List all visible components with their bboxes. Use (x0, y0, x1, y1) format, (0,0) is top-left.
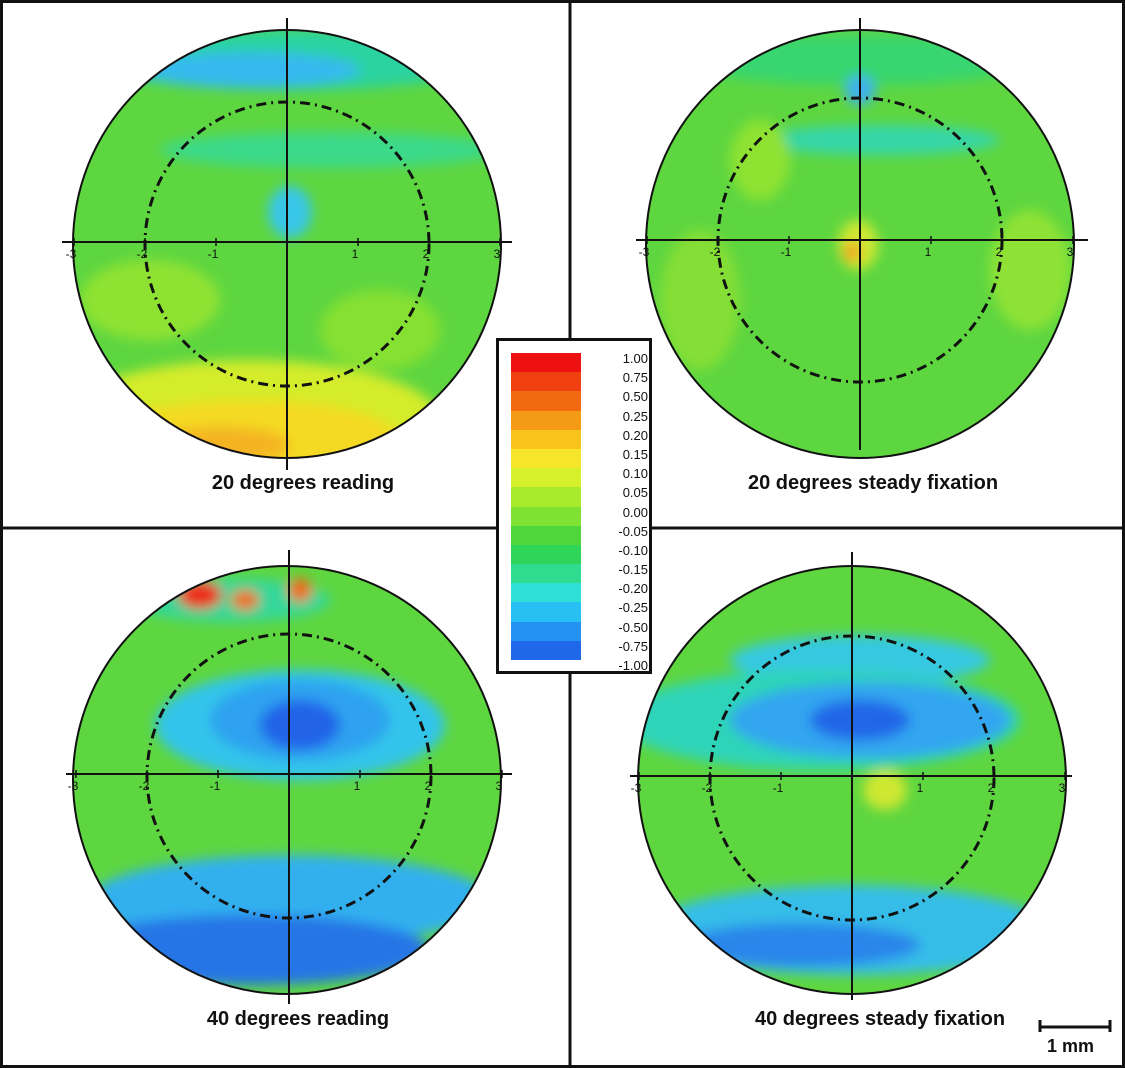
legend-label: -0.25 (618, 600, 648, 616)
legend-label: 0.15 (622, 446, 648, 462)
tick-labels-panel-3: -3 -2 -1 1 2 3 (68, 770, 503, 793)
legend-label: 0.75 (622, 370, 648, 386)
axis-tick-label: -1 (781, 245, 792, 259)
legend-swatch (511, 640, 581, 660)
panel-title-20-reading: 20 degrees reading (211, 472, 395, 494)
color-legend: 1.00 0.75 0.50 0.25 0.20 0.15 0.10 0.05 0.00 -0.0… (496, 338, 652, 674)
axis-tick-label: 2 (996, 245, 1003, 259)
axis-tick-label: 2 (988, 781, 995, 795)
legend-swatch (511, 544, 581, 565)
axis-tick-label: -2 (710, 245, 721, 259)
panel-title-40-steady-fixation: 40 degrees steady fixation (754, 1008, 1006, 1030)
axis-tick-label: -2 (139, 779, 150, 793)
axis-tick-label: -2 (137, 247, 148, 261)
axis-tick-label: -3 (631, 781, 642, 795)
axis-tick-label: 2 (425, 779, 432, 793)
legend-swatch (511, 429, 581, 449)
legend-label: 0.00 (622, 504, 648, 520)
legend-swatch (511, 564, 581, 584)
axis-tick-label: -1 (210, 779, 221, 793)
tick-labels-panel-2: -3 -2 -1 1 2 3 (639, 236, 1074, 259)
axis-tick-label: 1 (354, 779, 361, 793)
legend-label: 0.25 (622, 408, 648, 424)
legend-swatch (511, 410, 581, 430)
panel-title-20-steady-fixation: 20 degrees steady fixation (747, 472, 999, 494)
legend-swatch (511, 448, 581, 469)
axis-tick-label: 3 (1067, 245, 1074, 259)
legend-label: 1.00 (622, 351, 648, 366)
legend-label: -0.75 (618, 638, 648, 654)
axis-tick-label: 3 (1059, 781, 1066, 795)
legend-label: -0.20 (618, 581, 648, 597)
legend-label: -1.00 (618, 658, 648, 673)
axis-tick-label: 1 (917, 781, 924, 795)
legend-swatches (511, 353, 581, 660)
legend-swatch (511, 621, 581, 641)
tick-labels-panel-4: -3 -2 -1 1 2 3 (631, 772, 1066, 795)
axis-tick-label: -2 (702, 781, 713, 795)
legend-swatch (511, 525, 581, 545)
scale-bar (1038, 1020, 1112, 1032)
legend-label: -0.05 (618, 523, 648, 539)
axis-tick-label: 1 (352, 247, 359, 261)
map-40-reading (66, 550, 512, 1004)
axis-tick-label: 3 (496, 779, 503, 793)
axis-tick-label: -3 (639, 245, 650, 259)
legend-labels: 1.00 0.75 0.50 0.25 0.20 0.15 0.10 0.05 0.00 -0.0… (593, 349, 648, 675)
tick-labels-panel-1: -3 -2 -1 1 2 3 (66, 238, 501, 261)
map-20-reading (62, 18, 512, 470)
axis-tick-label: 2 (423, 247, 430, 261)
legend-swatch (511, 372, 581, 392)
legend-label: -0.15 (618, 562, 648, 578)
scale-bar-label: 1 mm (1047, 1036, 1095, 1056)
legend-label: 0.05 (622, 485, 648, 501)
axis-tick-label: -1 (773, 781, 784, 795)
axis-tick-label: -1 (208, 247, 219, 261)
legend-swatch (511, 583, 581, 603)
legend-swatch (511, 602, 581, 622)
axis-tick-label: -3 (68, 779, 79, 793)
legend-swatch (511, 487, 581, 507)
legend-swatch (511, 391, 581, 411)
legend-label: -0.50 (618, 619, 648, 635)
axis-tick-label: 1 (925, 245, 932, 259)
legend-swatch (511, 468, 581, 488)
axis-tick-label: 3 (494, 247, 501, 261)
axis-tick-label: -3 (66, 247, 77, 261)
map-20-steady-fixation (636, 18, 1088, 459)
legend-label: 0.20 (622, 427, 648, 443)
legend-swatch (511, 506, 581, 526)
map-40-steady-fixation (630, 552, 1072, 1000)
legend-label: -0.10 (618, 542, 648, 558)
legend-swatch (511, 353, 581, 373)
panel-title-40-reading: 40 degrees reading (206, 1008, 390, 1030)
legend-label: 0.10 (622, 466, 648, 482)
legend-label: 0.50 (622, 389, 648, 405)
